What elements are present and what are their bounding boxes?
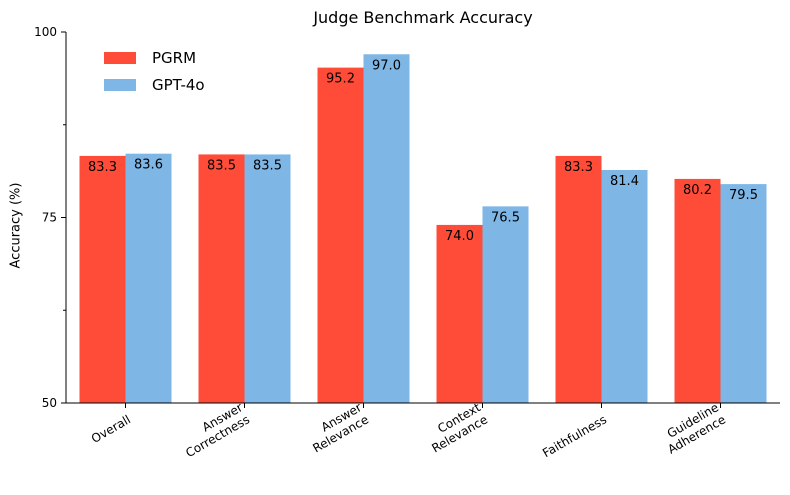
legend-item-pgrm: PGRM (104, 44, 205, 71)
bar-pgrm (198, 154, 245, 403)
bar-gpt4o (363, 54, 410, 403)
y-tick-label: 75 (42, 211, 57, 225)
x-tick-label: AnswerRelevance (303, 400, 371, 455)
x-tick-label: GuidelineAdherence (658, 400, 728, 456)
legend-item-gpt4o: GPT-4o (104, 71, 205, 98)
data-label: 80.2 (683, 183, 712, 198)
data-label: 83.3 (88, 160, 117, 175)
x-tick-label: AnswerCorrectness (176, 400, 252, 460)
legend: PGRM GPT-4o (104, 44, 205, 98)
bar-gpt4o (244, 154, 291, 403)
y-tick-label: 50 (42, 396, 57, 410)
bar-gpt4o (720, 184, 767, 403)
data-label: 95.2 (326, 72, 355, 87)
bar-pgrm (674, 178, 721, 403)
bar-gpt4o (482, 206, 529, 403)
legend-label-pgrm: PGRM (152, 48, 197, 67)
y-tick-label: 100 (34, 25, 57, 39)
x-tick-label-text: Faithfulness (540, 412, 609, 460)
data-label: 83.3 (564, 160, 593, 175)
x-tick-label: Overall (89, 412, 133, 446)
x-tick-label-text: AnswerCorrectness (176, 400, 252, 460)
x-tick-label-text: GuidelineAdherence (658, 400, 728, 456)
data-label: 83.5 (253, 158, 282, 173)
data-label: 83.6 (134, 158, 163, 173)
bar-pgrm (79, 155, 126, 403)
x-tick-label-text: ContextRelevance (422, 400, 490, 455)
y-axis-label-text: Accuracy (%) (8, 182, 24, 269)
data-label: 76.5 (491, 210, 520, 225)
bar-pgrm (555, 155, 602, 403)
bar-gpt4o (125, 153, 172, 403)
data-label: 79.5 (729, 188, 758, 203)
bar-pgrm (317, 67, 364, 403)
legend-label-gpt4o: GPT-4o (152, 75, 205, 94)
legend-swatch-gpt4o (104, 78, 136, 91)
data-label: 81.4 (610, 174, 639, 189)
x-tick-label-text: Overall (89, 412, 133, 446)
data-label: 97.0 (372, 58, 401, 73)
x-tick-label: Faithfulness (540, 412, 609, 460)
x-tick-label-text: AnswerRelevance (303, 400, 371, 455)
x-tick-label-line: Faithfulness (540, 412, 609, 460)
data-label: 74.0 (445, 229, 474, 244)
legend-swatch-pgrm (104, 51, 136, 64)
data-label: 83.5 (207, 158, 236, 173)
x-tick-label-line: Overall (89, 412, 133, 446)
bar-gpt4o (601, 170, 648, 403)
x-tick-label: ContextRelevance (422, 400, 490, 455)
bar-pgrm (436, 224, 483, 403)
chart-title: Judge Benchmark Accuracy (313, 8, 533, 27)
